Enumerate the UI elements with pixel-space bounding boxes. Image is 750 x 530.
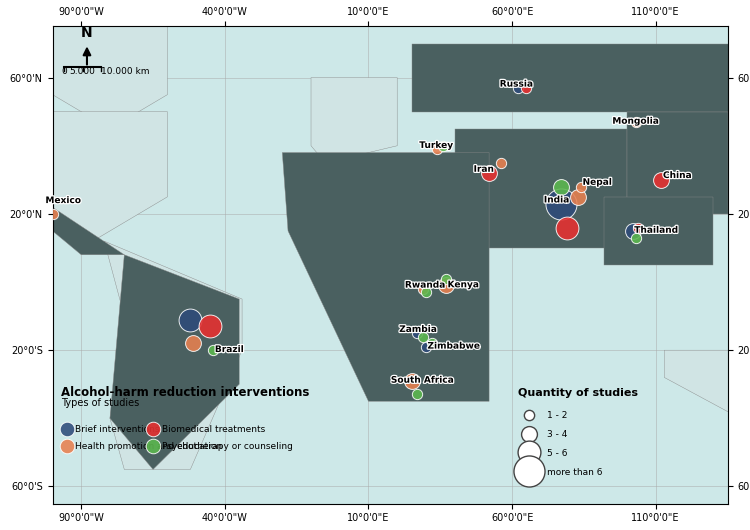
Point (520, 84, 532, 92)
Point (656, 175, 668, 184)
Point (207, 346, 219, 355)
Point (431, 145, 443, 153)
Polygon shape (604, 197, 713, 265)
Text: Turkey: Turkey (419, 141, 453, 150)
Point (524, 467, 536, 475)
Point (555, 199, 567, 208)
Point (512, 84, 524, 92)
Polygon shape (1, 173, 124, 255)
Point (406, 377, 418, 385)
Text: Nepal: Nepal (583, 178, 612, 187)
Polygon shape (110, 255, 239, 470)
Text: Mexico: Mexico (46, 196, 81, 205)
Polygon shape (311, 77, 398, 163)
Point (627, 227, 639, 235)
Point (524, 448, 536, 457)
Text: Health promotion and education: Health promotion and education (76, 442, 223, 451)
Polygon shape (0, 112, 167, 248)
Point (437, 142, 449, 150)
Point (420, 288, 432, 296)
Point (440, 281, 452, 290)
Point (147, 441, 159, 450)
Text: 3 - 4: 3 - 4 (547, 430, 567, 439)
Text: Mongolia: Mongolia (612, 117, 658, 126)
Point (426, 339, 438, 348)
Point (147, 425, 159, 433)
Text: 0: 0 (61, 67, 67, 76)
Point (188, 339, 200, 348)
Text: Rwanda: Rwanda (405, 280, 445, 289)
Text: Types of studies: Types of studies (61, 399, 140, 409)
Polygon shape (664, 350, 750, 411)
Text: 1 - 2: 1 - 2 (547, 411, 567, 420)
Text: China: China (663, 171, 692, 180)
Text: 10.000 km: 10.000 km (101, 67, 150, 76)
Point (205, 322, 217, 331)
Text: India: India (544, 196, 569, 205)
Text: Brief interventions: Brief interventions (76, 425, 160, 434)
Point (184, 315, 196, 324)
Text: Iran: Iran (473, 165, 494, 174)
Point (483, 169, 495, 177)
Point (417, 285, 429, 293)
Point (561, 223, 573, 232)
Point (632, 223, 644, 232)
Point (629, 118, 641, 126)
Point (61, 425, 73, 433)
Point (575, 182, 587, 191)
Text: 5 - 6: 5 - 6 (547, 449, 567, 458)
Point (417, 332, 429, 341)
Polygon shape (707, 132, 748, 173)
Point (524, 411, 536, 419)
Polygon shape (627, 112, 728, 214)
Point (555, 182, 567, 191)
Text: Brazil: Brazil (215, 345, 244, 354)
Text: Russia: Russia (500, 80, 533, 89)
Text: Quantity of studies: Quantity of studies (518, 388, 638, 398)
Point (629, 234, 641, 242)
Text: N: N (81, 26, 93, 40)
Text: 5.000: 5.000 (70, 67, 95, 76)
Text: Alcohol-harm reduction interventions: Alcohol-harm reduction interventions (61, 386, 310, 399)
Text: Kenya: Kenya (448, 280, 479, 289)
Point (572, 192, 584, 201)
Polygon shape (454, 129, 627, 248)
Polygon shape (412, 43, 742, 112)
Point (38, 199, 50, 208)
Text: more than 6: more than 6 (547, 467, 602, 476)
Text: South Africa: South Africa (391, 376, 454, 385)
Text: Biomedical treatments: Biomedical treatments (162, 425, 265, 434)
Point (46, 210, 58, 218)
Point (524, 429, 536, 438)
Point (440, 275, 452, 283)
Point (420, 342, 432, 351)
Text: Zimbabwe: Zimbabwe (427, 342, 480, 351)
Polygon shape (53, 26, 167, 129)
Point (61, 441, 73, 450)
Point (494, 158, 506, 167)
Text: Zambia: Zambia (399, 325, 436, 334)
Text: Psychotherapy or counseling: Psychotherapy or counseling (162, 442, 292, 451)
Point (411, 390, 423, 399)
Text: Thailand: Thailand (634, 226, 679, 235)
Polygon shape (282, 153, 489, 401)
Polygon shape (104, 241, 242, 470)
Point (411, 329, 423, 338)
